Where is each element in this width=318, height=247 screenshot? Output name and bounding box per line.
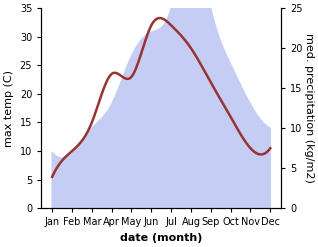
- Y-axis label: max temp (C): max temp (C): [4, 70, 14, 147]
- X-axis label: date (month): date (month): [120, 233, 203, 243]
- Y-axis label: med. precipitation (kg/m2): med. precipitation (kg/m2): [304, 33, 314, 183]
